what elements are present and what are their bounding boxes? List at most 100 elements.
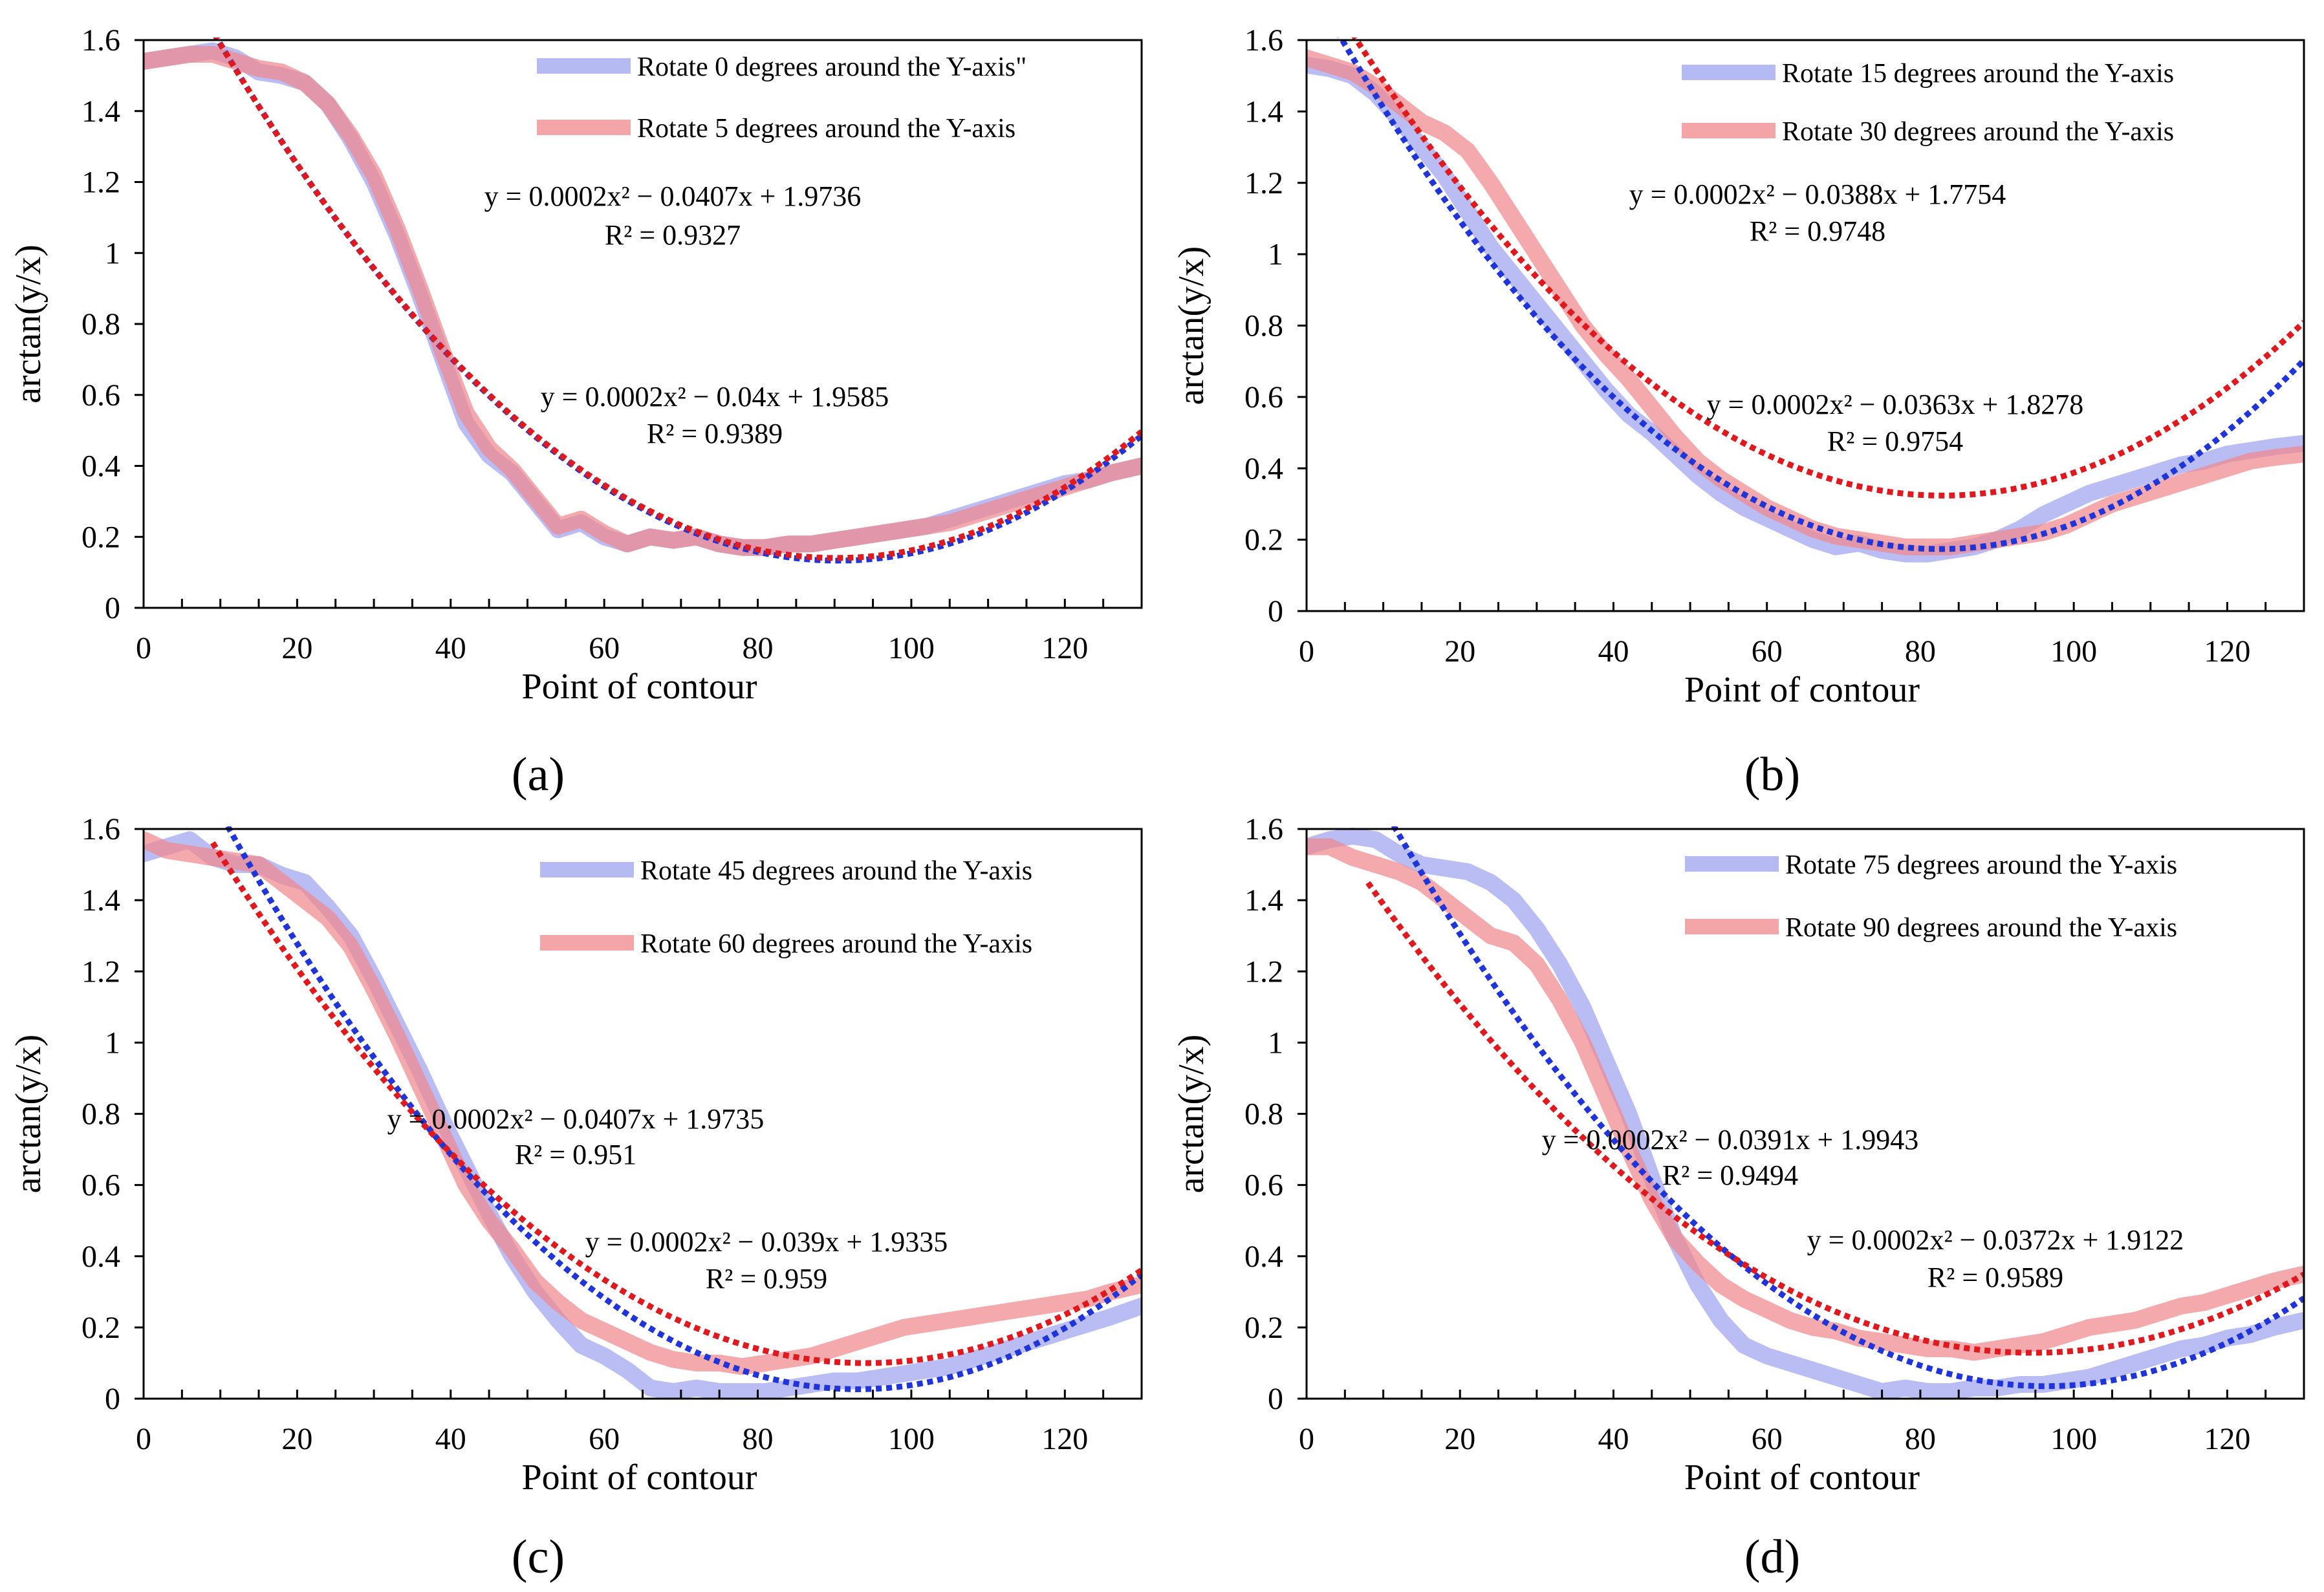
series-line-blue [1307, 828, 2304, 1399]
x-tick-label: 120 [1041, 631, 1088, 665]
x-tick-label: 100 [2050, 634, 2097, 669]
panel-a: 0 0.2 0.4 0.6 0.8 1 1.2 1.4 1.6 0 20 40 60 80 100 120 Po… [8, 23, 1143, 707]
y-tick-label: 1.6 [81, 812, 120, 846]
y-tick-label: 1.2 [81, 954, 120, 989]
trendline-red [1351, 38, 2304, 499]
y-tick-label: 1.6 [1244, 812, 1283, 846]
r-squared: R² = 0.951 [515, 1139, 636, 1170]
r-squared: R² = 0.9589 [1928, 1262, 2063, 1293]
x-tick-label: 20 [1444, 634, 1475, 669]
x-tick-label: 80 [743, 1422, 774, 1456]
trendline-red [210, 841, 1142, 1366]
y-tick-label: 0.8 [1244, 309, 1283, 343]
trendline-red [213, 38, 1142, 561]
y-tick-label: 0.2 [1244, 523, 1283, 557]
y-tick-label: 0.6 [81, 378, 120, 413]
trend-equation: y = 0.0002x² − 0.04x + 1.9585 [541, 381, 889, 413]
series-line-red [144, 46, 1142, 556]
r-squared: R² = 0.9389 [647, 418, 783, 449]
x-tick-label: 0 [1299, 634, 1314, 669]
y-axis-title: arctan(y/x) [1171, 246, 1211, 405]
r-squared: R² = 0.9494 [1662, 1159, 1798, 1191]
y-tick-label: 0.4 [81, 1240, 120, 1274]
x-axis-title: Point of contour [1684, 670, 1920, 710]
y-tick-label: 1.6 [81, 23, 120, 58]
y-tick-label: 1.2 [1244, 166, 1283, 200]
y-tick-label: 0.4 [81, 449, 120, 484]
panel-c: 0 0.2 0.4 0.6 0.8 1 1.2 1.4 1.6 0 20 40 60 80 100 120 Po… [8, 812, 1143, 1498]
x-axis-title: Point of contour [522, 667, 757, 707]
legend-label: Rotate 5 degrees around the Y-axis [637, 114, 1015, 144]
y-tick-label: 0.2 [81, 520, 120, 554]
caption-c: (c) [512, 1531, 565, 1584]
legend-label: Rotate 45 degrees around the Y-axis [640, 856, 1032, 886]
x-axis-title: Point of contour [522, 1458, 757, 1498]
x-tick-label: 100 [888, 1422, 935, 1456]
y-tick-label: 1.4 [81, 94, 120, 129]
x-tick-label: 100 [888, 631, 935, 665]
y-tick-label: 0.8 [1244, 1097, 1283, 1132]
y-tick-label: 1 [105, 236, 120, 270]
trend-equation: y = 0.0002x² − 0.0407x + 1.9735 [387, 1103, 765, 1135]
y-tick-label: 1.2 [81, 166, 120, 200]
y-tick-label: 0 [105, 1382, 120, 1416]
trend-equation: y = 0.0002x² − 0.0388x + 1.7754 [1629, 178, 2006, 210]
x-tick-label: 120 [1041, 1422, 1088, 1456]
series-line-blue [1307, 56, 2304, 563]
y-tick-label: 1.4 [1244, 883, 1283, 918]
x-axis-title: Point of contour [1684, 1458, 1920, 1498]
trendline-red [1365, 881, 2304, 1356]
x-tick-label: 80 [1905, 1422, 1936, 1456]
panel-b: 0 0.2 0.4 0.6 0.8 1 1.2 1.4 1.6 0 20 40 60 80 100 120 Po… [1171, 23, 2305, 710]
x-tick-label: 20 [281, 1422, 312, 1456]
y-tick-label: 1.6 [1244, 23, 1283, 58]
y-tick-label: 0 [1268, 1382, 1283, 1416]
x-tick-label: 20 [1444, 1422, 1475, 1456]
x-tick-label: 0 [136, 1422, 151, 1456]
legend-label: Rotate 75 degrees around the Y-axis [1785, 850, 2177, 880]
x-tick-label: 0 [136, 631, 151, 665]
series-line-red [144, 831, 1142, 1375]
legend-label: Rotate 15 degrees around the Y-axis [1782, 59, 2174, 89]
x-tick-label: 100 [2050, 1422, 2097, 1456]
y-axis-title: arctan(y/x) [8, 1035, 49, 1194]
y-tick-label: 1.4 [81, 883, 120, 918]
x-tick-label: 120 [2204, 1422, 2250, 1456]
x-tick-label: 60 [1752, 1422, 1783, 1456]
y-tick-label: 0 [1268, 594, 1283, 629]
x-tick-label: 0 [1299, 1422, 1314, 1456]
y-tick-label: 0.8 [81, 1097, 120, 1132]
trend-equation: y = 0.0002x² − 0.039x + 1.9335 [585, 1226, 948, 1258]
x-tick-label: 40 [435, 1422, 466, 1456]
y-tick-label: 0.6 [81, 1168, 120, 1203]
r-squared: R² = 0.9748 [1750, 215, 1885, 247]
y-tick-label: 0.2 [1244, 1311, 1283, 1345]
panel-d: 0 0.2 0.4 0.6 0.8 1 1.2 1.4 1.6 0 20 40 60 80 100 120 Po… [1171, 812, 2305, 1498]
x-tick-label: 40 [435, 631, 466, 665]
legend-label: Rotate 0 degrees around the Y-axis" [637, 52, 1026, 82]
x-tick-label: 40 [1598, 1422, 1629, 1456]
trendline-blue [1337, 38, 2304, 552]
r-squared: R² = 0.959 [706, 1263, 827, 1295]
x-tick-label: 60 [589, 631, 620, 665]
x-tick-label: 40 [1598, 634, 1629, 669]
x-tick-label: 120 [2204, 634, 2250, 669]
series-line-red [1307, 838, 2304, 1361]
trendline-blue [1391, 826, 2304, 1390]
y-tick-label: 0.2 [81, 1311, 120, 1345]
y-tick-label: 0.8 [81, 307, 120, 341]
x-tick-label: 80 [743, 631, 774, 665]
y-tick-label: 0.4 [1244, 1240, 1283, 1274]
trend-equation: y = 0.0002x² − 0.0363x + 1.8278 [1707, 389, 2084, 420]
y-tick-label: 1.4 [1244, 94, 1283, 129]
y-tick-label: 0 [105, 591, 120, 625]
x-tick-label: 60 [1752, 634, 1783, 669]
legend-label: Rotate 90 degrees around the Y-axis [1785, 913, 2177, 943]
x-tick-label: 80 [1905, 634, 1936, 669]
y-tick-label: 1 [1268, 237, 1283, 272]
trend-equation: y = 0.0002x² − 0.0391x + 1.9943 [1542, 1124, 1919, 1156]
x-tick-label: 20 [281, 631, 312, 665]
caption-a: (a) [512, 748, 565, 801]
x-tick-label: 60 [589, 1422, 620, 1456]
y-tick-label: 1 [1268, 1026, 1283, 1060]
